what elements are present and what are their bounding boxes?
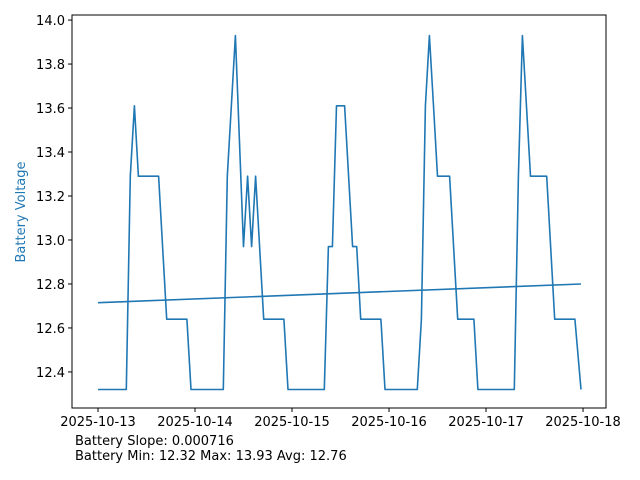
y-tick-label: 13.8: [36, 58, 65, 73]
y-tick-label: 12.8: [36, 278, 65, 293]
x-tick-label: 2025-10-14: [157, 415, 233, 430]
y-tick-label: 12.4: [36, 366, 65, 381]
y-tick-label: 12.6: [36, 322, 65, 337]
axes-frame: [71, 14, 607, 409]
y-tick-label: 13.2: [36, 190, 65, 205]
x-axis: 2025-10-13 2025-10-14 2025-10-15 2025-10-16…: [60, 408, 621, 430]
x-tick-label: 2025-10-17: [448, 415, 524, 430]
y-tick-label: 13.0: [36, 234, 65, 249]
trend-line: [97, 283, 582, 304]
slope-text: Battery Slope: 0.000716: [75, 434, 234, 449]
voltage-line: [98, 34, 582, 391]
y-axis: 12.4 12.6 12.8 13.0 13.2 13.4 13.6 13.8 14.0: [36, 14, 72, 381]
summary-text: Battery Min: 12.32 Max: 13.93 Avg: 12.76: [75, 449, 347, 464]
y-axis-label: Battery Voltage: [14, 161, 29, 262]
x-tick-label: 2025-10-13: [60, 415, 136, 430]
x-tick-label: 2025-10-15: [254, 415, 330, 430]
x-tick-label: 2025-10-16: [351, 415, 427, 430]
y-tick-label: 14.0: [36, 14, 65, 29]
y-tick-label: 13.4: [36, 146, 65, 161]
y-tick-label: 13.6: [36, 102, 65, 117]
x-tick-label: 2025-10-18: [545, 415, 621, 430]
stats-block: Battery Slope: 0.000716 Battery Min: 12.…: [75, 434, 347, 464]
series-layer: [97, 34, 582, 391]
